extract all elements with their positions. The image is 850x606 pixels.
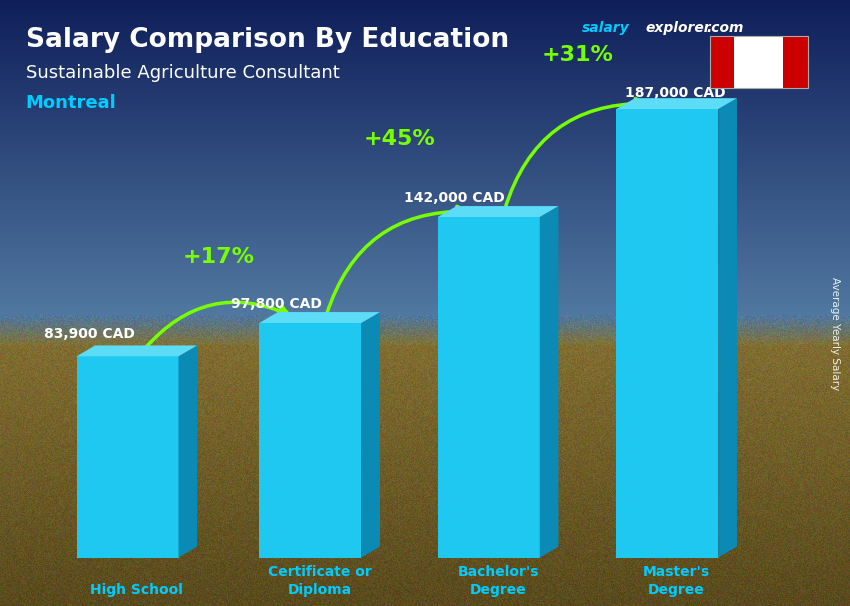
Text: +17%: +17% [183,247,255,267]
Text: High School: High School [90,583,184,597]
Text: explorer: explorer [645,21,711,35]
Text: Sustainable Agriculture Consultant: Sustainable Agriculture Consultant [26,64,339,82]
Text: Master's
Degree: Master's Degree [643,565,710,597]
Text: Montreal: Montreal [26,94,116,112]
Text: Bachelor's
Degree: Bachelor's Degree [457,565,539,597]
Text: Salary Comparison By Education: Salary Comparison By Education [26,27,508,53]
Text: 🍁: 🍁 [752,52,765,72]
Text: Average Yearly Salary: Average Yearly Salary [830,277,840,390]
Text: 187,000 CAD: 187,000 CAD [626,86,726,100]
Text: 97,800 CAD: 97,800 CAD [231,297,321,311]
Text: +45%: +45% [364,129,435,149]
Text: Certificate or
Diploma: Certificate or Diploma [268,565,371,597]
Text: +31%: +31% [542,45,614,65]
Text: salary: salary [582,21,630,35]
Text: 142,000 CAD: 142,000 CAD [405,191,505,205]
Text: .com: .com [706,21,744,35]
Text: 83,900 CAD: 83,900 CAD [44,327,134,341]
